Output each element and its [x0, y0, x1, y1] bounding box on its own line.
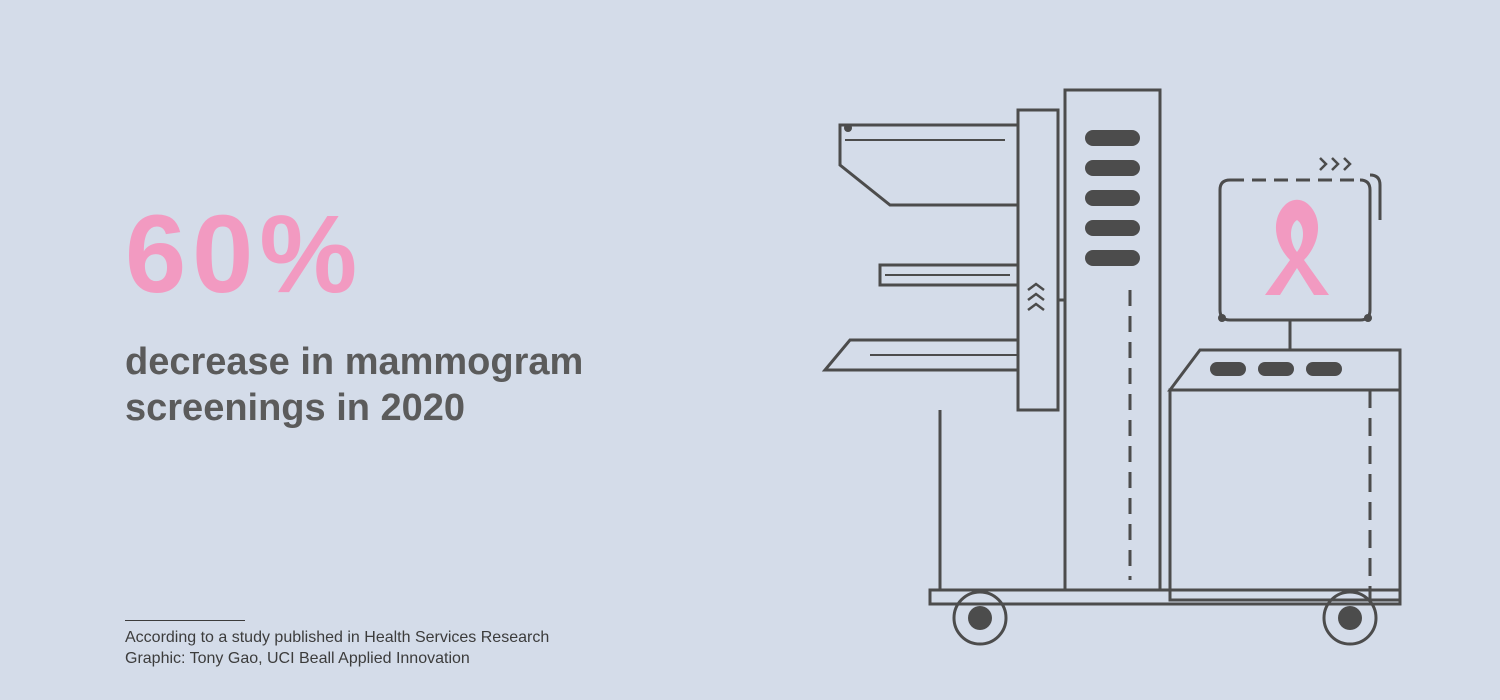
col-pill-1 — [1085, 130, 1140, 146]
panel-btn-3 — [1306, 362, 1342, 376]
stat-value: 60% — [125, 200, 685, 310]
col-pill-4 — [1085, 220, 1140, 236]
tube-dot — [844, 124, 852, 132]
col-pill-2 — [1085, 160, 1140, 176]
panel-btn-2 — [1258, 362, 1294, 376]
tube-head — [840, 125, 1018, 205]
footnote-line1: According to a study published in Health… — [125, 627, 549, 649]
monitor-chevrons — [1320, 158, 1350, 170]
footnote-line2: Graphic: Tony Gao, UCI Beall Applied Inn… — [125, 648, 549, 670]
ribbon-icon — [1265, 200, 1329, 295]
carm-plate — [1018, 110, 1058, 410]
monitor-dot-br — [1364, 314, 1372, 322]
text-block: 60% decrease in mammogram screenings in … — [125, 200, 685, 431]
wheel-left-hub — [968, 606, 992, 630]
mammogram-machine-illustration — [730, 70, 1430, 650]
col-pill-5 — [1085, 250, 1140, 266]
footnote-rule — [125, 620, 245, 621]
cart-body — [1170, 390, 1400, 600]
machine-svg — [730, 70, 1430, 650]
col-pill-3 — [1085, 190, 1140, 206]
subtitle: decrease in mammogram screenings in 2020 — [125, 340, 685, 431]
carm-chevrons — [1028, 284, 1044, 310]
wheel-right-hub — [1338, 606, 1362, 630]
panel-btn-1 — [1210, 362, 1246, 376]
subtitle-line2: screenings in 2020 — [125, 387, 465, 429]
subtitle-line1: decrease in mammogram — [125, 341, 583, 383]
monitor-dot-bl — [1218, 314, 1226, 322]
footnote: According to a study published in Health… — [125, 620, 549, 670]
